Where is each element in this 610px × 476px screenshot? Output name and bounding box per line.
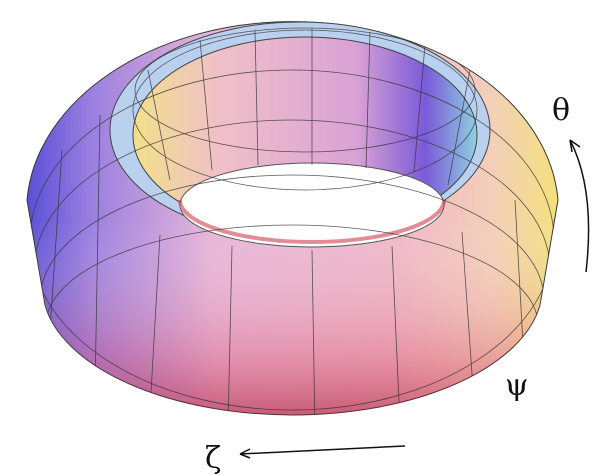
arrows [239, 139, 590, 459]
zeta-label: ζ [205, 441, 221, 476]
theta-label: θ [552, 93, 570, 128]
psi-label: ψ [505, 368, 529, 403]
torus [26, 21, 559, 416]
